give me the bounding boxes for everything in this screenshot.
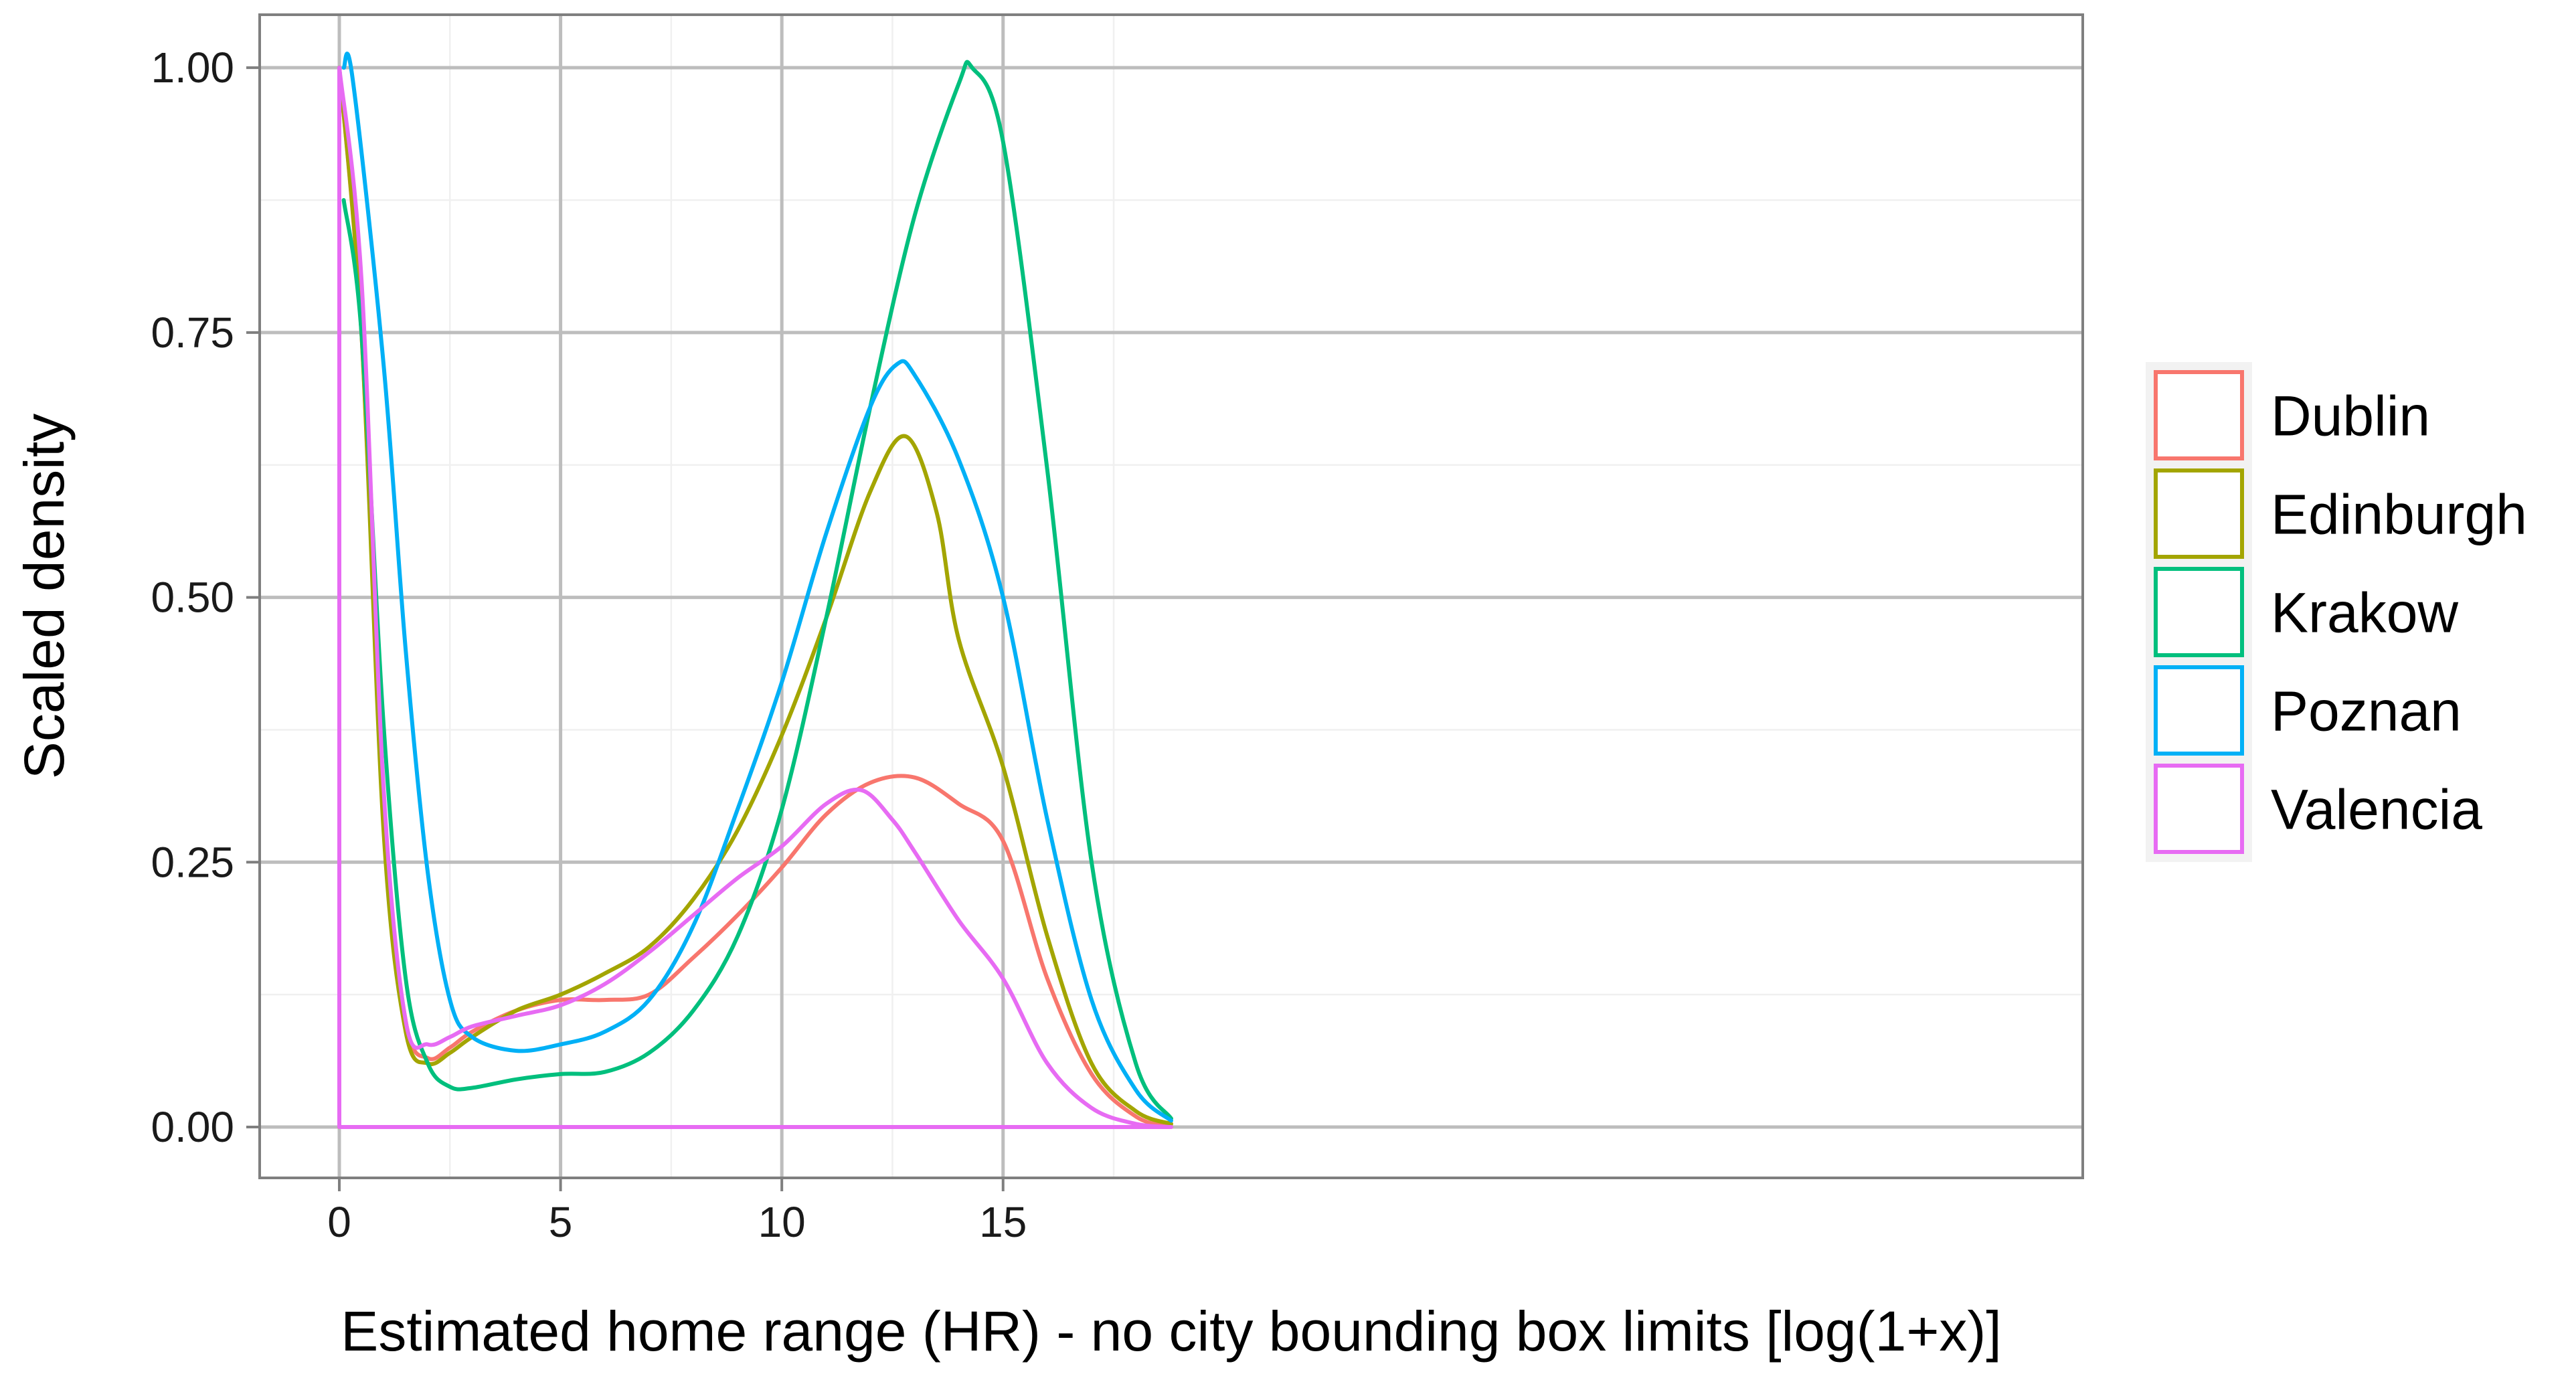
series-line-krakow (341, 60, 1173, 1121)
legend-label-dublin: Dublin (2271, 385, 2430, 448)
legend-key-poznan (2154, 665, 2244, 756)
legend-label-krakow: Krakow (2271, 582, 2458, 644)
y-tick-label: 0.00 (151, 1103, 234, 1151)
legend-label-valencia: Valencia (2271, 778, 2482, 841)
legend-key-edinburgh (2154, 468, 2244, 559)
series-line-valencia (337, 66, 1173, 1129)
legend: Dublin Edinburgh Krakow Poznan Valencia (2146, 362, 2527, 862)
series-line-poznan (341, 52, 1173, 1123)
x-axis-ticks: 0 5 10 15 (327, 1178, 1027, 1246)
x-tick-label: 15 (979, 1198, 1027, 1246)
x-tick-label: 0 (327, 1198, 351, 1246)
legend-key-krakow (2154, 567, 2244, 657)
y-tick-label: 1.00 (151, 44, 234, 92)
y-axis-title: Scaled density (13, 414, 76, 779)
series-line-edinburgh (337, 66, 1173, 1129)
legend-label-edinburgh: Edinburgh (2271, 483, 2527, 546)
x-tick-label: 5 (549, 1198, 573, 1246)
y-tick-label: 0.75 (151, 309, 234, 357)
y-tick-label: 0.25 (151, 838, 234, 886)
y-tick-label: 0.50 (151, 574, 234, 622)
y-axis-ticks: 0.00 0.25 0.50 0.75 1.00 (151, 44, 260, 1151)
x-tick-label: 10 (758, 1198, 806, 1246)
x-axis-title: Estimated home range (HR) - no city boun… (341, 1300, 2001, 1363)
legend-key-valencia (2154, 764, 2244, 854)
series-lines (337, 52, 1173, 1130)
legend-label-poznan: Poznan (2271, 680, 2462, 743)
legend-key-dublin (2154, 370, 2244, 460)
